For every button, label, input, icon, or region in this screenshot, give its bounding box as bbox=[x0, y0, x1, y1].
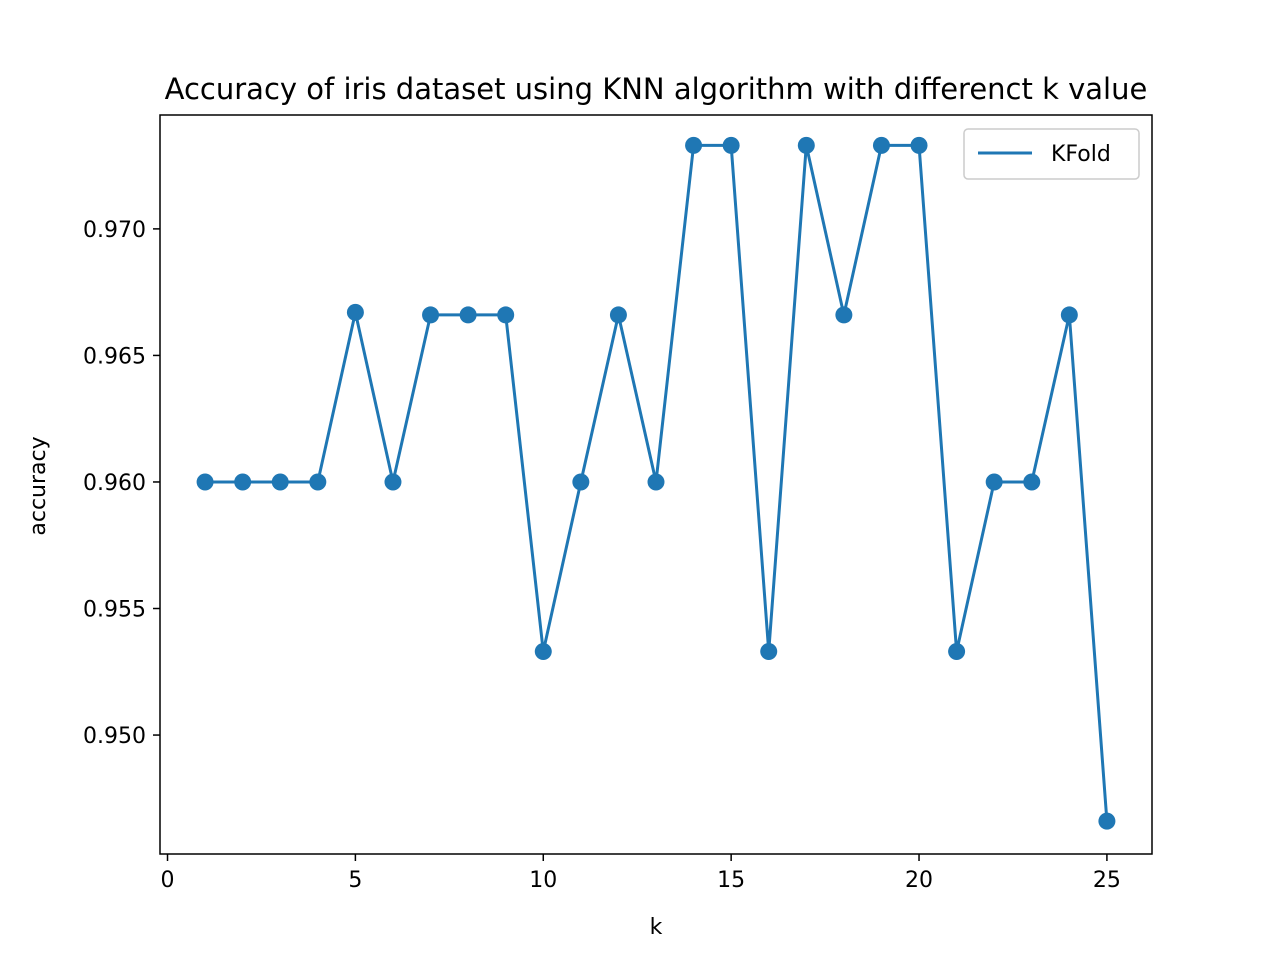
chart-title: Accuracy of iris dataset using KNN algor… bbox=[165, 72, 1148, 106]
data-point bbox=[309, 473, 327, 491]
data-point bbox=[271, 473, 289, 491]
y-tick-label: 0.960 bbox=[83, 471, 146, 496]
data-point bbox=[948, 643, 966, 661]
x-tick-label: 10 bbox=[529, 868, 557, 893]
data-point bbox=[910, 136, 928, 154]
x-tick-label: 15 bbox=[717, 868, 745, 893]
data-point bbox=[459, 306, 477, 324]
plot-area bbox=[159, 114, 1153, 855]
data-point bbox=[572, 473, 590, 491]
data-point bbox=[346, 303, 364, 321]
x-tick-label: 5 bbox=[348, 868, 362, 893]
data-point bbox=[384, 473, 402, 491]
y-tick-label: 0.965 bbox=[83, 344, 146, 369]
data-point bbox=[722, 136, 740, 154]
data-point bbox=[497, 306, 515, 324]
data-point bbox=[422, 306, 440, 324]
legend: KFold bbox=[963, 128, 1140, 180]
axes-frame bbox=[159, 114, 1153, 855]
y-tick-label: 0.955 bbox=[83, 598, 146, 623]
data-point bbox=[872, 136, 890, 154]
x-tick-label: 0 bbox=[161, 868, 175, 893]
x-axis-label: k bbox=[650, 915, 663, 940]
y-tick-label: 0.950 bbox=[83, 724, 146, 749]
legend-box bbox=[963, 128, 1140, 180]
y-axis-label: accuracy bbox=[26, 436, 51, 535]
y-tick-label: 0.970 bbox=[83, 218, 146, 243]
legend-label-kfold: KFold bbox=[1051, 142, 1111, 167]
data-point bbox=[1098, 812, 1116, 830]
data-point bbox=[234, 473, 252, 491]
data-point bbox=[760, 643, 778, 661]
data-point bbox=[1023, 473, 1041, 491]
data-point bbox=[835, 306, 853, 324]
data-point bbox=[797, 136, 815, 154]
data-point bbox=[1060, 306, 1078, 324]
y-axis-ticks: 0.950 0.955 0.960 0.965 0.970 bbox=[83, 218, 160, 749]
data-point bbox=[647, 473, 665, 491]
data-point bbox=[985, 473, 1003, 491]
data-point bbox=[196, 473, 214, 491]
series-layer bbox=[196, 136, 1116, 830]
data-point bbox=[534, 643, 552, 661]
x-tick-label: 20 bbox=[905, 868, 933, 893]
x-tick-label: 25 bbox=[1093, 868, 1121, 893]
data-point bbox=[609, 306, 627, 324]
x-axis-ticks: 0 5 10 15 20 25 bbox=[161, 854, 1121, 893]
data-point bbox=[685, 136, 703, 154]
